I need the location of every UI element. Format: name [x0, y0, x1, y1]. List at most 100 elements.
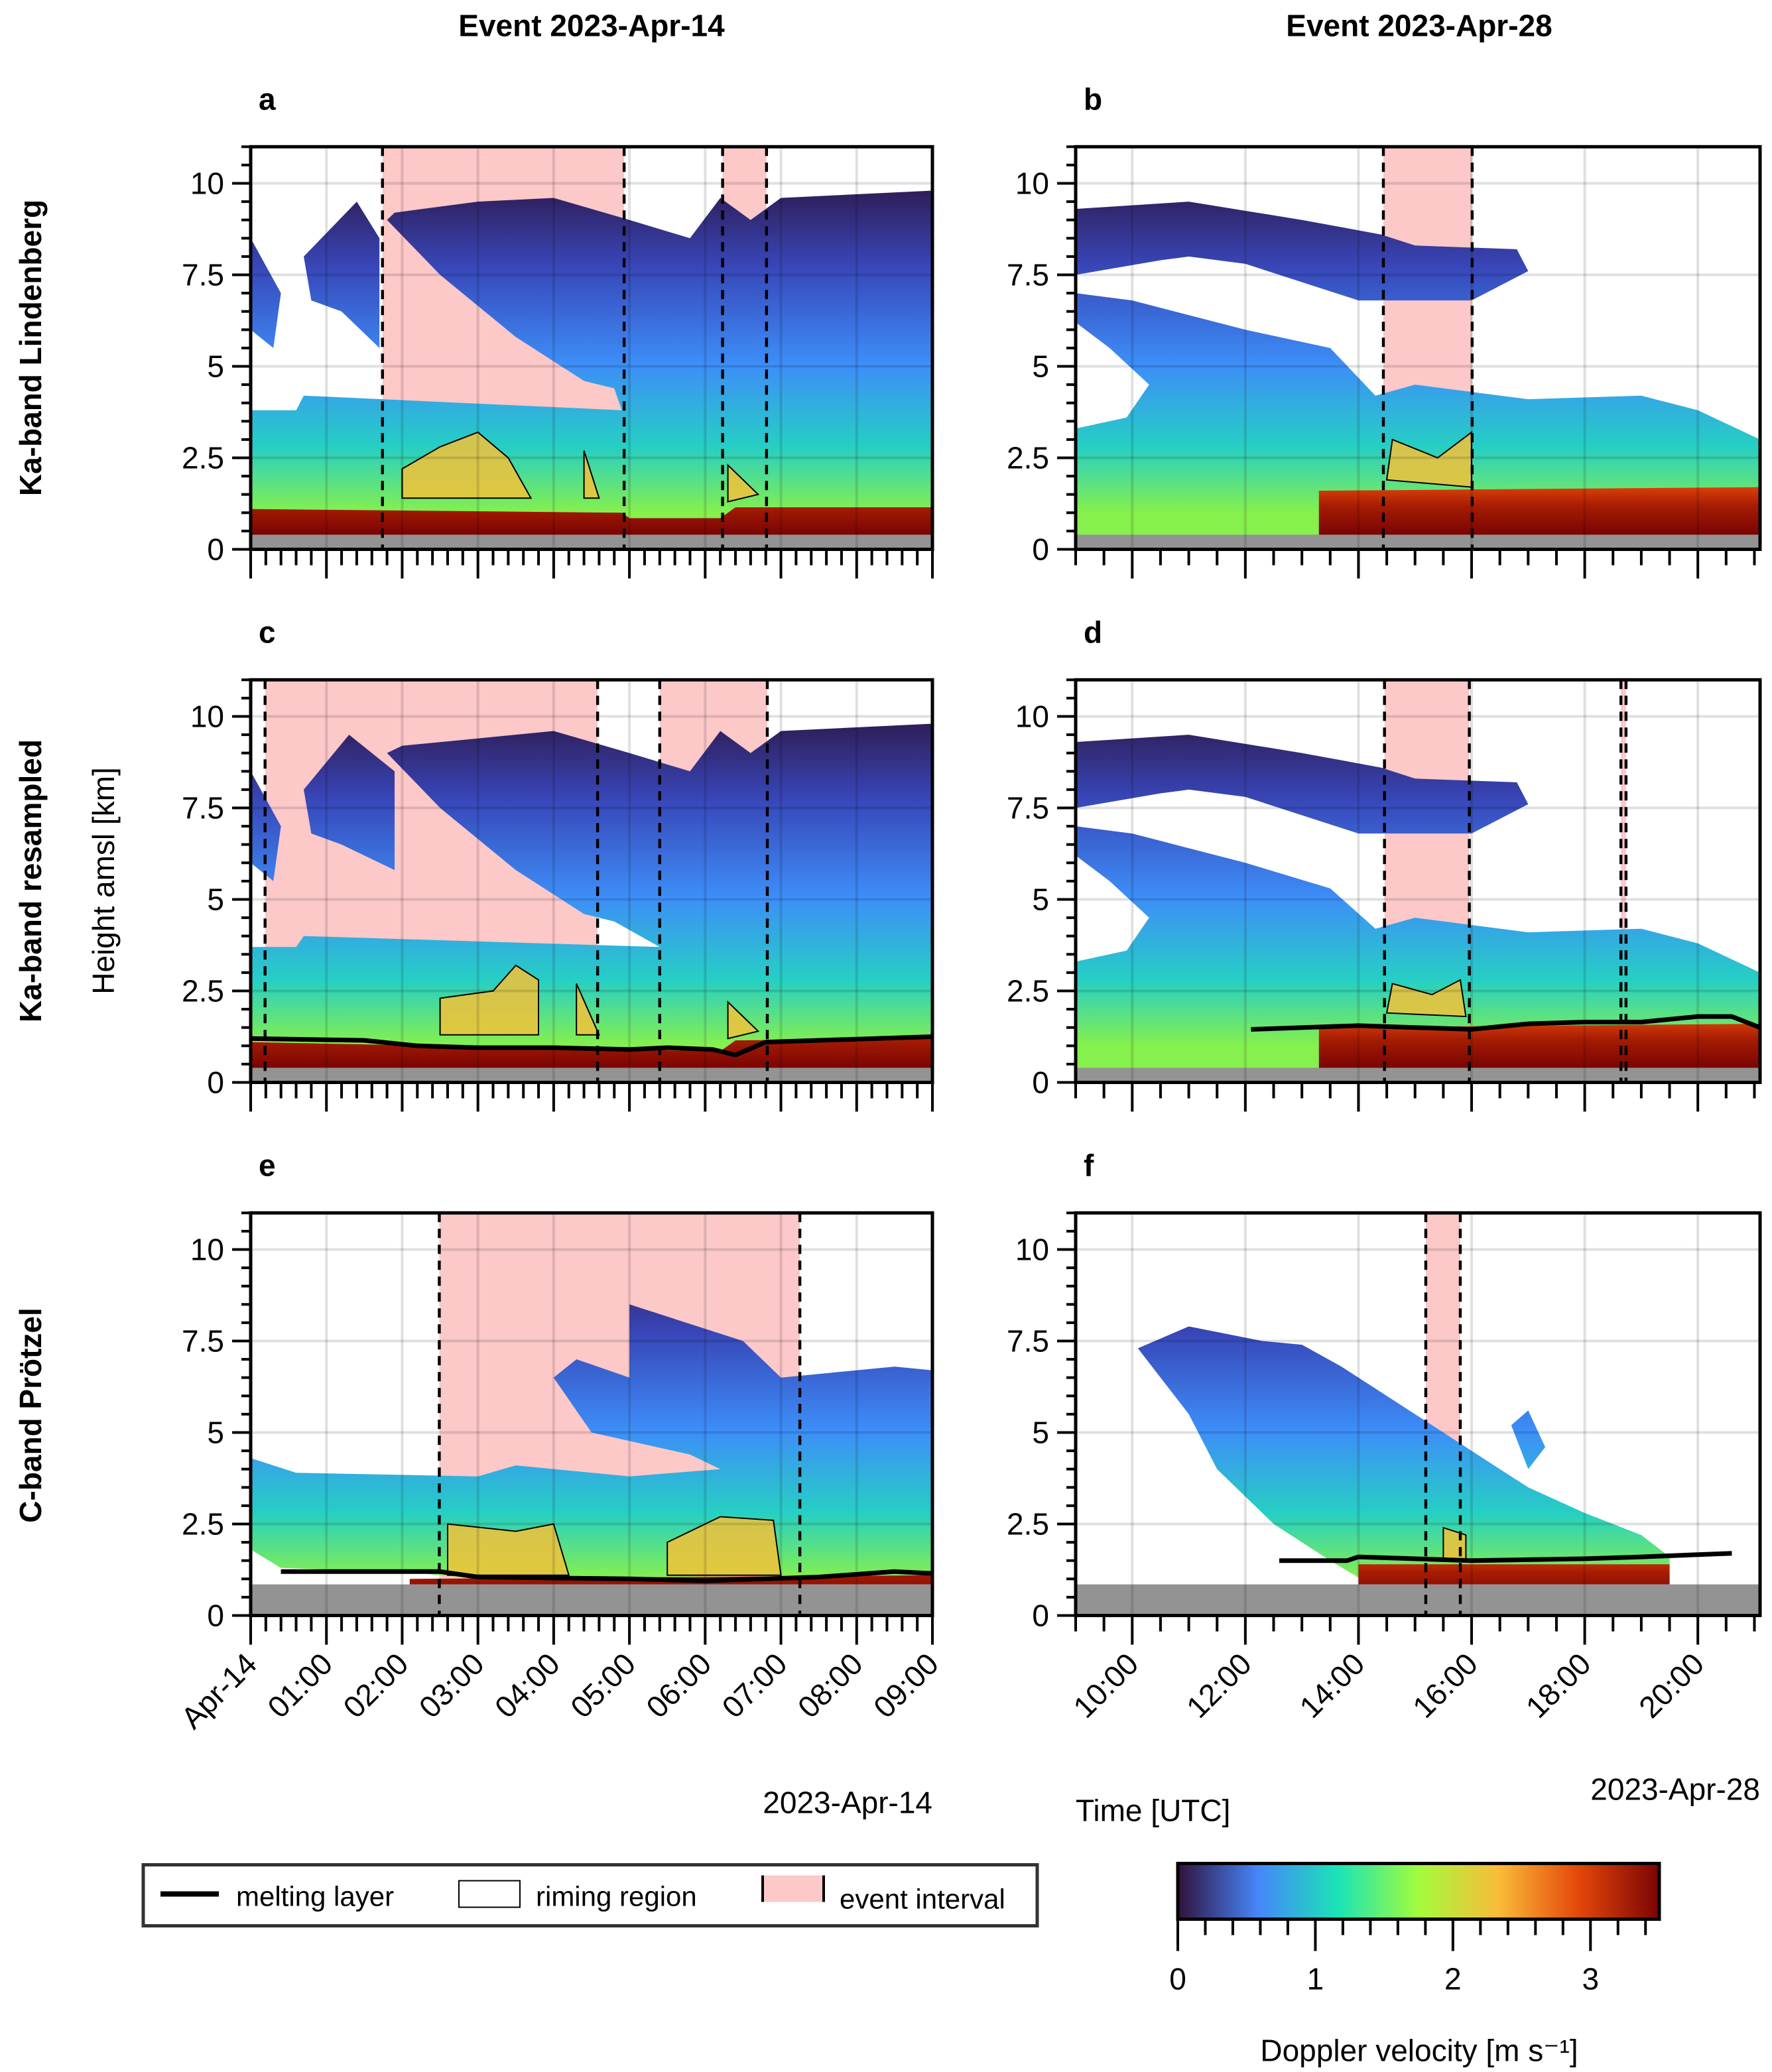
x-tick-label: 16:00: [1406, 1646, 1484, 1725]
panel-letter: b: [1084, 82, 1102, 116]
date-label-left: 2023-Apr-14: [763, 1786, 932, 1820]
riming-region-contour: [1385, 430, 1472, 488]
y-tick-label: 0: [207, 532, 224, 567]
panel-d: d 0 2.5 5 7.5 10: [1007, 615, 1762, 1112]
gridlines: [251, 1213, 932, 1616]
melting-layer-line: [251, 1034, 932, 1058]
y-tick-label: 2.5: [1007, 441, 1049, 475]
gridlines: [1076, 147, 1760, 550]
panel-letter: e: [259, 1148, 276, 1182]
gridlines: [251, 680, 932, 1083]
y-tick-label: 5: [1032, 1416, 1049, 1450]
radar-echo-region: [251, 723, 932, 1068]
y-tick-label: 10: [1015, 700, 1049, 734]
radar-echo-region: [251, 1304, 932, 1579]
column-title-left: Event 2023-Apr-14: [458, 9, 725, 43]
panel-e: e 0 2.5 5 7.5 10 Apr-1401:0002:0003:0004:0005:…: [174, 1148, 945, 1735]
x-tick-label: 06:00: [639, 1646, 718, 1725]
y-tick-label: 7.5: [1007, 791, 1049, 825]
x-tick-label: 09:00: [867, 1646, 945, 1725]
ground-mask: [251, 1067, 932, 1083]
y-tick-label: 7.5: [1007, 258, 1049, 292]
gridlines: [1076, 1213, 1760, 1616]
y-tick-label: 5: [207, 883, 224, 917]
y-tick-label: 7.5: [182, 1324, 224, 1359]
radar-echo-region: [1076, 202, 1529, 301]
y-tick-label: 0: [1032, 1066, 1049, 1100]
x-tick-label: 07:00: [715, 1646, 793, 1725]
gridlines: [251, 147, 932, 550]
colorbar: 0 1 2 3 Doppler velocity [m s⁻¹]: [1169, 1862, 1661, 2068]
x-tick-label: Apr-14: [174, 1646, 263, 1735]
rain-echo-region: [1318, 487, 1760, 535]
colorbar-tick-label: 2: [1444, 1962, 1462, 1996]
gridlines: [1076, 680, 1760, 1083]
x-tick-label: 03:00: [412, 1646, 491, 1725]
panel-letter: f: [1084, 1148, 1094, 1182]
radar-echo-region: [1137, 1326, 1670, 1585]
colorbar-gradient: [1176, 1862, 1661, 1921]
y-tick-label: 2.5: [182, 441, 224, 475]
riming-region-contour: [447, 1523, 570, 1576]
y-tick-label: 0: [1032, 532, 1049, 567]
legend-riming-region-swatch: [458, 1880, 521, 1908]
plot-area: [251, 680, 932, 1083]
x-tick-label: 01:00: [261, 1646, 339, 1725]
melting-layer-line: [281, 1569, 932, 1583]
y-tick-label: 0: [1032, 1599, 1049, 1633]
riming-region-contour: [583, 450, 600, 499]
panel-f: f 0 2.5 5 7.5 10 10:00 12:00 14:00 16:00 18:00 20:0…: [1007, 1148, 1762, 1725]
y-tick-label: 7.5: [1007, 1324, 1049, 1359]
row-label-c-band: C-band Prötzel: [13, 1308, 48, 1523]
plot-area: [1076, 147, 1760, 550]
event-interval-shade: [1621, 680, 1626, 1083]
radar-echo-region: [304, 202, 380, 348]
legend-event-interval-label: event interval: [840, 1884, 1005, 1915]
panels: a 0 2.5 5 7.5 10 b 0 2.5 5 7.5 10 c 0 2.5 5 7.5 10 d 0 2.5 5 7…: [174, 82, 1762, 1735]
plot-area: [1076, 680, 1760, 1083]
x-axis-label: Time [UTC]: [1076, 1794, 1230, 1828]
y-tick-label: 10: [190, 700, 224, 734]
y-tick-label: 2.5: [1007, 974, 1049, 1008]
riming-region-contour: [727, 1000, 760, 1040]
ground-mask: [1076, 534, 1760, 550]
rain-echo-region: [1358, 1564, 1670, 1585]
panel-letter: a: [259, 82, 276, 116]
y-tick-label: 10: [1015, 166, 1049, 201]
riming-region-contour: [727, 463, 760, 503]
y-tick-label: 0: [207, 1066, 224, 1100]
radar-echo-region: [304, 735, 395, 871]
ground-mask: [1076, 1584, 1760, 1616]
panel-letter: c: [259, 615, 276, 649]
y-tick-label: 10: [190, 166, 224, 201]
riming-region-contour: [666, 1516, 782, 1576]
legend-event-interval-swatch: [763, 1875, 824, 1902]
legend: melting layer riming region event interv…: [141, 1863, 1039, 1927]
radar-echo-region: [251, 238, 281, 348]
plot-area: [251, 1213, 932, 1616]
x-tick-label: 20:00: [1632, 1646, 1710, 1725]
melting-layer-line: [1251, 1014, 1760, 1032]
row-label-ka-resampled: Ka-band resampled: [13, 739, 48, 1022]
y-tick-label: 5: [207, 349, 224, 384]
y-tick-label: 7.5: [182, 258, 224, 292]
y-axis-label: Height amsl [km]: [86, 767, 121, 995]
riming-region-contour: [576, 983, 600, 1036]
x-tick-label: 05:00: [564, 1646, 642, 1725]
x-tick-label: 10:00: [1066, 1646, 1145, 1725]
colorbar-tick-label: 3: [1582, 1962, 1599, 1996]
y-tick-label: 10: [1015, 1233, 1049, 1267]
plot-area: [251, 147, 932, 550]
melting-layer-line: [1279, 1551, 1732, 1563]
y-tick-label: 2.5: [182, 1507, 224, 1542]
rain-echo-region: [251, 507, 932, 535]
panel-c: c 0 2.5 5 7.5 10: [182, 615, 934, 1112]
y-tick-label: 2.5: [182, 974, 224, 1008]
radar-echo-region: [1076, 735, 1529, 834]
x-tick-label: 08:00: [791, 1646, 869, 1725]
colorbar-tick-label: 1: [1307, 1962, 1324, 1996]
row-label-ka-lindenberg: Ka-band Lindenberg: [13, 200, 48, 496]
legend-box: [141, 1863, 1039, 1927]
x-tick-label: 12:00: [1180, 1646, 1258, 1725]
